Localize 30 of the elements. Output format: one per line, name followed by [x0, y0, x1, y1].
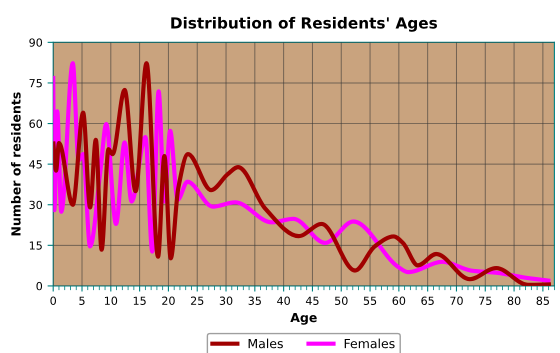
x-tick-label: 80 — [508, 296, 520, 305]
x-tick-label: 60 — [392, 296, 406, 305]
y-tick-label: 75 — [30, 79, 42, 88]
x-tick-label: 40 — [277, 296, 290, 305]
x-tick-label: 15 — [134, 296, 146, 305]
x-tick-label: 85 — [536, 296, 549, 305]
y-tick-label: 90 — [29, 38, 42, 47]
y-tick-label: 45 — [29, 160, 42, 169]
x-tick-label: 70 — [450, 296, 463, 305]
x-tick-label: 35 — [248, 296, 261, 305]
x-tick-label: 0 — [50, 296, 56, 305]
x-tick-label: 30 — [220, 296, 232, 305]
x-tick-label: 50 — [335, 296, 348, 305]
chart-title: Distribution of Residents' Ages — [171, 16, 437, 32]
x-tick-label: 75 — [479, 296, 492, 305]
y-axis-title: Number of residents — [10, 92, 21, 236]
y-tick-label: 0 — [36, 282, 42, 290]
x-tick-label: 20 — [162, 296, 175, 305]
x-tick-label: 55 — [364, 296, 376, 305]
x-axis-title: Age — [290, 312, 317, 325]
x-tick-label: 65 — [421, 296, 434, 305]
legend-label: Males — [248, 338, 283, 348]
y-tick-label: 30 — [29, 200, 42, 210]
x-tick-label: 5 — [79, 296, 85, 305]
y-tick-label: 15 — [30, 241, 42, 250]
y-tick-label: 60 — [29, 120, 42, 128]
x-tick-label: 45 — [306, 296, 319, 305]
x-tick-label: 10 — [104, 296, 118, 305]
legend-label: Females — [344, 338, 395, 348]
x-tick-label: 25 — [190, 296, 204, 305]
